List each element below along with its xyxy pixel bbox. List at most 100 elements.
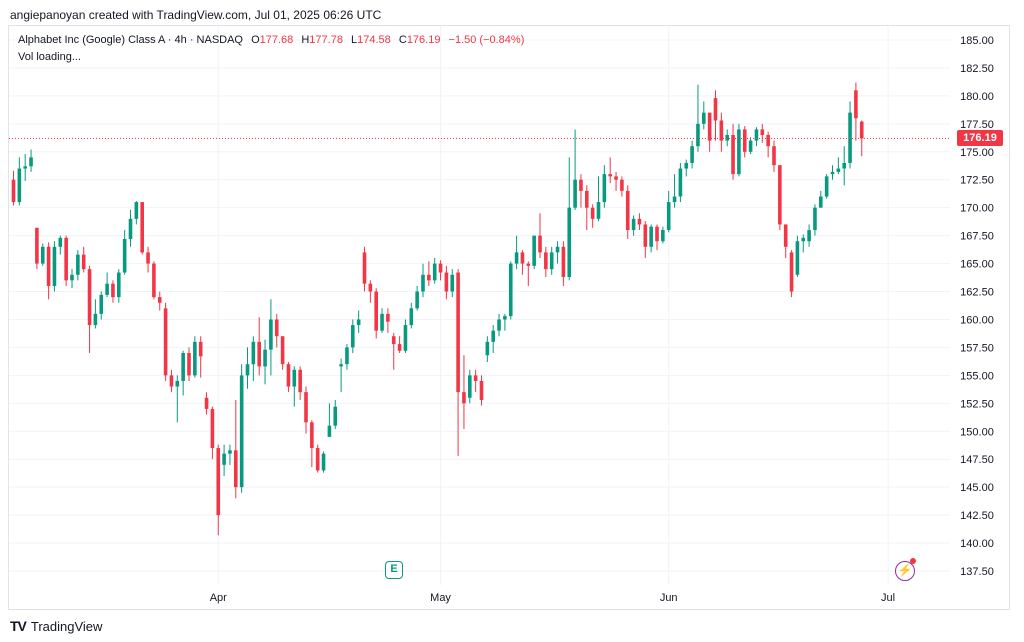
candle[interactable] bbox=[380, 308, 384, 333]
candle[interactable] bbox=[70, 269, 74, 289]
candle[interactable] bbox=[655, 224, 659, 251]
candle[interactable] bbox=[514, 235, 519, 270]
candle[interactable] bbox=[468, 369, 472, 404]
candle[interactable] bbox=[315, 444, 320, 473]
candle[interactable] bbox=[783, 224, 788, 258]
candle[interactable] bbox=[157, 291, 162, 311]
candle[interactable] bbox=[134, 200, 139, 225]
candle[interactable] bbox=[690, 140, 694, 169]
candle[interactable] bbox=[503, 313, 507, 331]
candle[interactable] bbox=[848, 101, 852, 169]
candle[interactable] bbox=[280, 336, 285, 370]
candle[interactable] bbox=[462, 355, 466, 430]
candle[interactable] bbox=[824, 174, 829, 199]
candle[interactable] bbox=[742, 126, 747, 158]
candle[interactable] bbox=[245, 347, 250, 389]
candle[interactable] bbox=[643, 221, 648, 258]
candle[interactable] bbox=[64, 235, 68, 286]
candle[interactable] bbox=[731, 123, 735, 180]
candle[interactable] bbox=[391, 332, 396, 370]
candle[interactable] bbox=[666, 190, 671, 233]
candle[interactable] bbox=[163, 302, 168, 381]
candle[interactable] bbox=[719, 112, 724, 152]
candle[interactable] bbox=[585, 185, 589, 231]
candle[interactable] bbox=[772, 140, 776, 172]
candle[interactable] bbox=[17, 157, 22, 206]
candle[interactable] bbox=[397, 336, 402, 354]
candle[interactable] bbox=[193, 336, 197, 378]
candle[interactable] bbox=[830, 165, 835, 180]
candle[interactable] bbox=[427, 261, 431, 286]
candle[interactable] bbox=[661, 226, 665, 244]
candle[interactable] bbox=[298, 366, 302, 400]
candle[interactable] bbox=[631, 215, 636, 236]
candle[interactable] bbox=[11, 170, 16, 206]
candle[interactable] bbox=[286, 361, 291, 393]
candle[interactable] bbox=[713, 90, 718, 141]
candle[interactable] bbox=[725, 129, 729, 147]
candle[interactable] bbox=[345, 344, 349, 370]
candle[interactable] bbox=[520, 250, 525, 275]
candle[interactable] bbox=[450, 269, 455, 298]
candle[interactable] bbox=[807, 224, 811, 247]
candle[interactable] bbox=[649, 224, 653, 253]
candle[interactable] bbox=[854, 82, 858, 141]
candle[interactable] bbox=[637, 213, 642, 231]
candle[interactable] bbox=[333, 399, 338, 430]
candle[interactable] bbox=[532, 235, 536, 270]
candle[interactable] bbox=[58, 235, 63, 255]
candle[interactable] bbox=[508, 261, 513, 320]
candle[interactable] bbox=[684, 159, 689, 177]
candle[interactable] bbox=[415, 285, 419, 311]
candle[interactable] bbox=[175, 375, 180, 423]
candle[interactable] bbox=[239, 364, 244, 493]
candle[interactable] bbox=[257, 317, 261, 376]
candle[interactable] bbox=[555, 241, 560, 264]
candle[interactable] bbox=[128, 209, 133, 247]
candle[interactable] bbox=[479, 375, 484, 406]
candle[interactable] bbox=[836, 157, 841, 175]
candle[interactable] bbox=[590, 204, 595, 228]
candle[interactable] bbox=[146, 246, 150, 273]
candle[interactable] bbox=[99, 291, 104, 320]
candle[interactable] bbox=[789, 250, 794, 298]
candle[interactable] bbox=[819, 190, 823, 208]
candle[interactable] bbox=[187, 347, 191, 381]
candle[interactable] bbox=[362, 246, 367, 292]
candle[interactable] bbox=[491, 325, 495, 354]
candle[interactable] bbox=[152, 261, 156, 300]
candle[interactable] bbox=[222, 444, 226, 476]
candle[interactable] bbox=[81, 246, 86, 273]
candle[interactable] bbox=[561, 241, 566, 286]
candle[interactable] bbox=[549, 246, 554, 275]
symbol-name[interactable]: Alphabet Inc (Google) Class A · 4h · NAS… bbox=[18, 34, 243, 46]
candle[interactable] bbox=[105, 272, 109, 298]
candle[interactable] bbox=[76, 250, 80, 281]
candle[interactable] bbox=[310, 420, 314, 468]
candle[interactable] bbox=[544, 246, 548, 277]
candle[interactable] bbox=[204, 392, 209, 415]
candle[interactable] bbox=[421, 263, 425, 298]
candle[interactable] bbox=[432, 257, 437, 284]
candle[interactable] bbox=[386, 308, 390, 333]
candle[interactable] bbox=[263, 339, 267, 385]
candle[interactable] bbox=[456, 269, 460, 456]
candle[interactable] bbox=[485, 336, 490, 362]
candle[interactable] bbox=[374, 288, 378, 339]
candle[interactable] bbox=[198, 336, 203, 378]
candle[interactable] bbox=[23, 154, 27, 181]
candle[interactable] bbox=[251, 336, 256, 381]
candle[interactable] bbox=[321, 451, 326, 473]
candle[interactable] bbox=[567, 157, 572, 281]
candle[interactable] bbox=[801, 234, 806, 253]
candle[interactable] bbox=[52, 241, 57, 292]
candle[interactable] bbox=[678, 162, 683, 203]
candle[interactable] bbox=[760, 123, 765, 143]
candle[interactable] bbox=[181, 350, 185, 396]
candle[interactable] bbox=[620, 176, 624, 197]
candle[interactable] bbox=[140, 202, 144, 255]
candle[interactable] bbox=[596, 176, 601, 222]
candle[interactable] bbox=[269, 299, 273, 376]
candle[interactable] bbox=[538, 213, 542, 258]
